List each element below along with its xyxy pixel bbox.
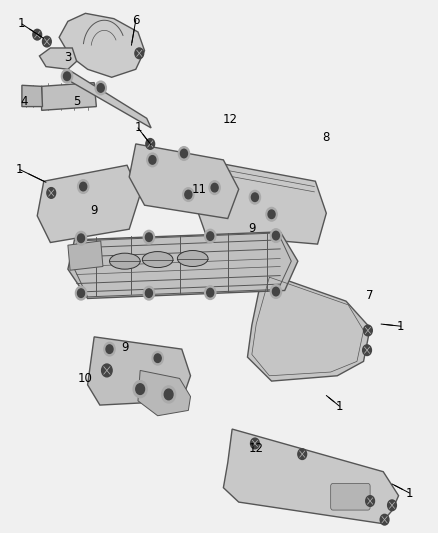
Circle shape (388, 500, 396, 511)
Circle shape (149, 156, 156, 164)
Circle shape (364, 325, 372, 336)
Polygon shape (39, 48, 77, 69)
Circle shape (180, 149, 187, 158)
Polygon shape (59, 13, 145, 77)
Circle shape (145, 289, 152, 297)
Ellipse shape (110, 253, 140, 269)
Circle shape (64, 72, 71, 80)
Circle shape (78, 289, 85, 297)
Polygon shape (195, 160, 326, 244)
Polygon shape (68, 241, 103, 270)
Circle shape (61, 69, 73, 83)
Circle shape (380, 514, 389, 525)
Circle shape (152, 351, 163, 365)
Circle shape (47, 188, 56, 198)
Text: 8: 8 (323, 131, 330, 144)
Circle shape (33, 29, 42, 40)
Text: 1: 1 (18, 18, 26, 30)
Circle shape (143, 230, 155, 244)
Text: 1: 1 (406, 487, 413, 499)
Circle shape (266, 207, 277, 221)
Circle shape (205, 229, 216, 243)
Polygon shape (37, 165, 140, 243)
FancyBboxPatch shape (331, 483, 370, 510)
Circle shape (183, 188, 194, 201)
Text: 3: 3 (64, 51, 71, 63)
Circle shape (251, 193, 258, 201)
Circle shape (135, 48, 144, 59)
Circle shape (102, 364, 112, 377)
Circle shape (146, 139, 155, 149)
Circle shape (272, 287, 279, 296)
Circle shape (207, 232, 214, 240)
Polygon shape (68, 232, 298, 298)
Circle shape (75, 286, 87, 300)
Circle shape (178, 147, 190, 160)
Ellipse shape (142, 252, 173, 268)
Polygon shape (129, 144, 239, 219)
Circle shape (136, 384, 145, 394)
Text: 4: 4 (20, 95, 28, 108)
Circle shape (78, 234, 85, 243)
Circle shape (162, 386, 176, 403)
Text: 9: 9 (121, 341, 129, 354)
Polygon shape (223, 429, 399, 523)
Circle shape (363, 345, 371, 356)
Text: 1: 1 (134, 122, 142, 134)
Circle shape (145, 233, 152, 241)
Circle shape (272, 231, 279, 240)
Circle shape (78, 180, 89, 193)
Polygon shape (247, 272, 370, 381)
Polygon shape (138, 370, 191, 416)
Circle shape (205, 286, 216, 300)
Circle shape (133, 381, 147, 398)
Text: 10: 10 (78, 372, 93, 385)
Circle shape (143, 286, 155, 300)
Text: 5: 5 (73, 95, 80, 108)
Circle shape (249, 190, 261, 204)
Circle shape (209, 181, 220, 195)
Text: 12: 12 (249, 442, 264, 455)
Circle shape (366, 496, 374, 506)
Text: 7: 7 (366, 289, 374, 302)
Circle shape (104, 342, 115, 356)
Polygon shape (88, 337, 191, 405)
Circle shape (164, 389, 173, 400)
Text: 1: 1 (336, 400, 343, 413)
Circle shape (147, 153, 158, 167)
Text: 11: 11 (192, 183, 207, 196)
Text: 6: 6 (132, 14, 140, 27)
Circle shape (270, 229, 282, 243)
Circle shape (75, 231, 87, 245)
Text: 9: 9 (248, 222, 256, 235)
Circle shape (207, 288, 214, 297)
Circle shape (42, 36, 51, 47)
Text: 1: 1 (397, 320, 405, 333)
Polygon shape (42, 83, 96, 110)
Circle shape (95, 81, 106, 95)
Circle shape (80, 182, 87, 191)
Polygon shape (68, 69, 151, 128)
Text: 12: 12 (223, 114, 237, 126)
Ellipse shape (177, 251, 208, 266)
Circle shape (97, 84, 104, 92)
Circle shape (211, 183, 218, 192)
Text: 1: 1 (16, 163, 24, 176)
Circle shape (268, 210, 275, 219)
Circle shape (185, 190, 192, 199)
Polygon shape (22, 85, 42, 107)
Circle shape (251, 438, 259, 449)
Circle shape (154, 354, 161, 362)
Circle shape (298, 449, 307, 459)
Text: 9: 9 (90, 204, 98, 217)
Circle shape (270, 285, 282, 298)
Circle shape (106, 345, 113, 353)
